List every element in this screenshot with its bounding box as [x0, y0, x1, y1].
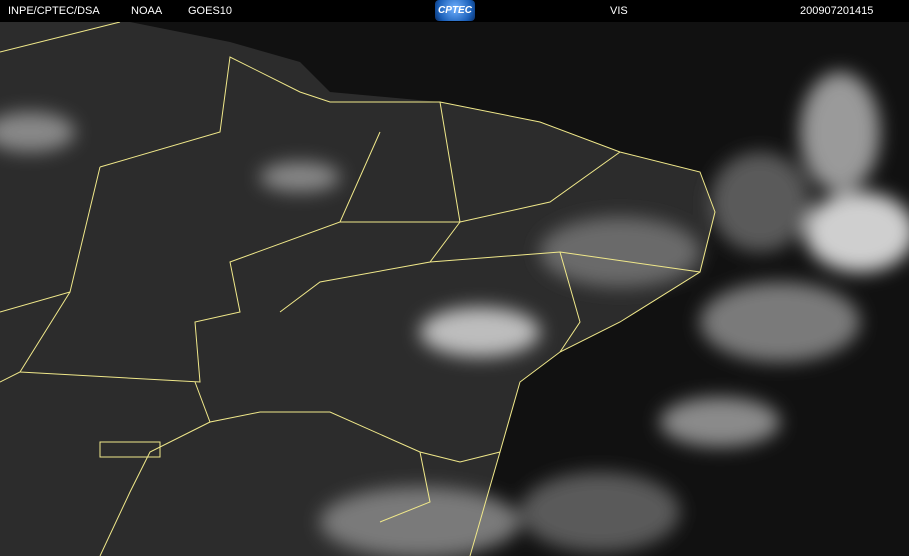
source-label: INPE/CPTEC/DSA: [8, 5, 100, 17]
satellite-label: GOES10: [188, 5, 233, 17]
cptec-logo: CPTEC: [435, 0, 475, 21]
cloud-layer: [0, 72, 909, 556]
satellite-image: [0, 22, 909, 556]
channel-label: VIS: [610, 5, 628, 17]
timestamp-label: 200907201415: [800, 5, 874, 17]
agency-label: NOAA: [131, 5, 163, 17]
header-bar: INPE/CPTEC/DSA NOAA GOES10 CPTEC VIS 200…: [0, 0, 909, 22]
state-borders: [0, 22, 716, 556]
